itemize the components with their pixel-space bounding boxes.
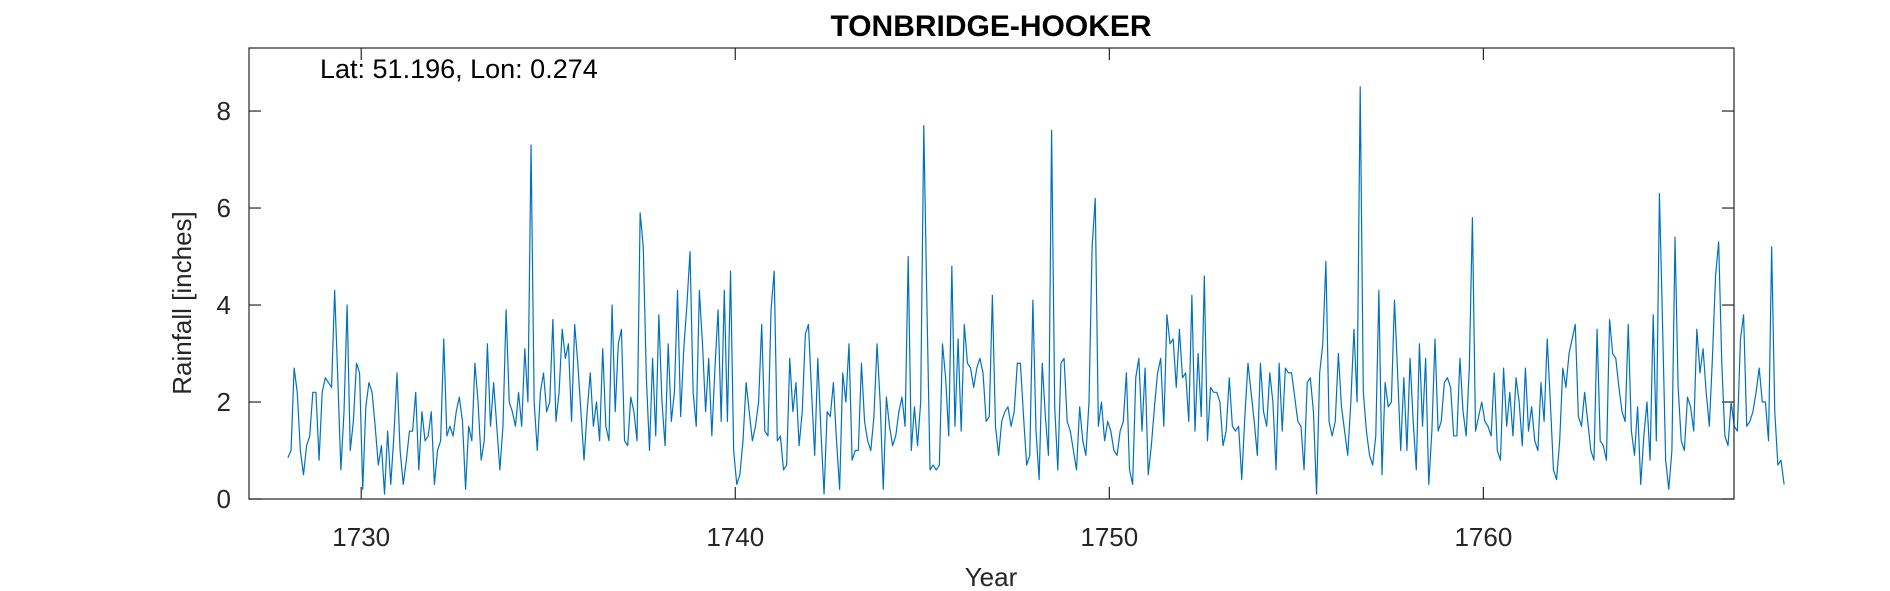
tick-labels: 1730 1740 1750 1760 0 2 4 6 8 xyxy=(217,96,1513,552)
x-tick-label: 1750 xyxy=(1080,522,1138,552)
chart-title: TONBRIDGE-HOOKER xyxy=(830,10,1151,43)
x-tick-label: 1760 xyxy=(1454,522,1512,552)
y-tick-label: 0 xyxy=(217,484,231,514)
axis-ticks xyxy=(249,48,1734,500)
x-tick-label: 1730 xyxy=(332,522,390,552)
y-axis-label: Rainfall [inches] xyxy=(167,211,197,395)
y-tick-label: 6 xyxy=(217,193,231,223)
x-tick-label: 1740 xyxy=(706,522,764,552)
x-axis-label: Year xyxy=(965,562,1018,591)
rainfall-series-line xyxy=(287,86,1785,495)
y-tick-label: 8 xyxy=(217,96,231,126)
y-tick-label: 4 xyxy=(217,290,231,320)
y-tick-label: 2 xyxy=(217,387,231,417)
location-annotation: Lat: 51.196, Lon: 0.274 xyxy=(320,54,598,84)
axes-box xyxy=(248,47,1735,500)
